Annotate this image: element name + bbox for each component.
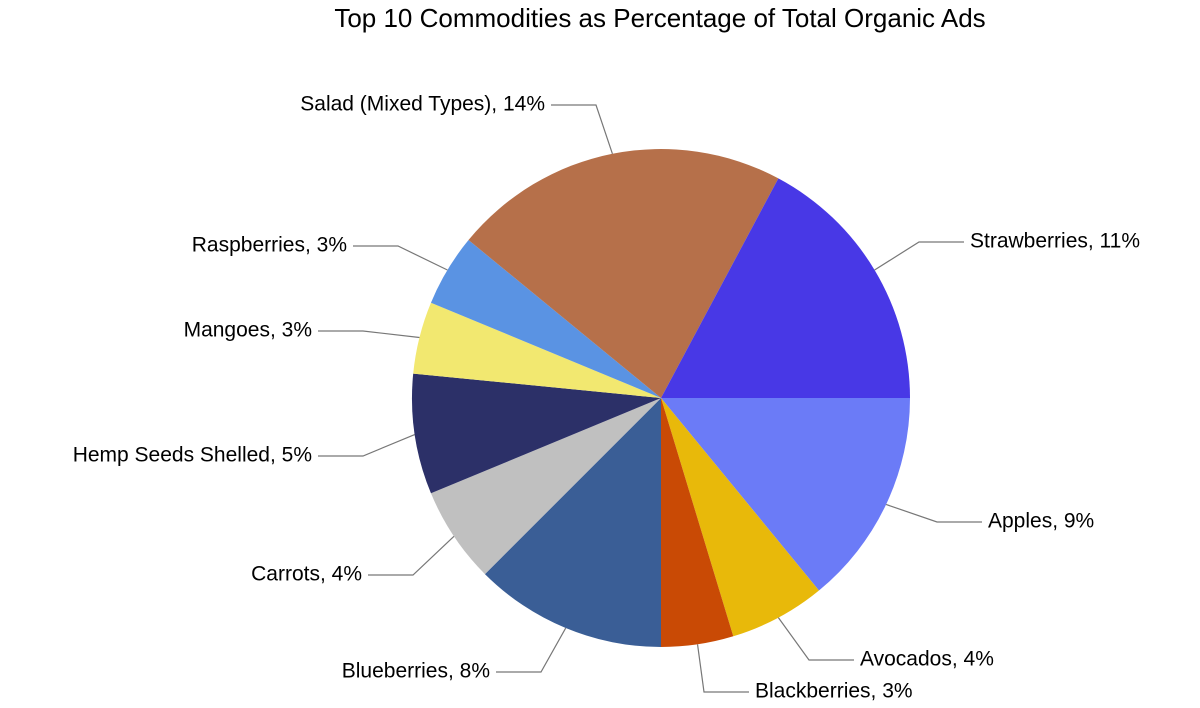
leader-line (496, 627, 567, 673)
pie-slice (412, 373, 661, 494)
pie-slice (468, 149, 779, 398)
pie-slice (484, 398, 661, 647)
leader-line (318, 433, 415, 457)
data-label: Blueberries, 8% (342, 660, 490, 683)
data-label: Avocados, 4% (860, 648, 994, 671)
pie-slice (413, 302, 661, 398)
data-label: Blackberries, 3% (755, 680, 913, 703)
data-label: Raspberries, 3% (192, 234, 347, 257)
leader-line (777, 617, 854, 661)
pie-slice (430, 240, 661, 398)
leader-line (353, 245, 448, 271)
pie-slice (661, 398, 819, 637)
data-label: Salad (Mixed Types), 14% (300, 93, 545, 116)
leader-line (885, 503, 982, 523)
pie-slice (430, 398, 661, 575)
data-label: Apples, 9% (988, 510, 1094, 533)
chart-title: Top 10 Commodities as Percentage of Tota… (334, 3, 985, 33)
leader-line (874, 241, 964, 271)
leader-line (551, 104, 613, 154)
data-label: Mangoes, 3% (184, 319, 312, 342)
pie-slice (661, 398, 734, 647)
pie-slice (661, 398, 910, 591)
data-label: Strawberries, 11% (970, 230, 1140, 253)
pie-slice (661, 178, 910, 398)
data-label: Hemp Seeds Shelled, 5% (73, 444, 312, 467)
data-label: Carrots, 4% (251, 563, 362, 586)
leader-line (368, 535, 455, 576)
leader-line (696, 644, 749, 693)
leader-line (318, 330, 420, 339)
